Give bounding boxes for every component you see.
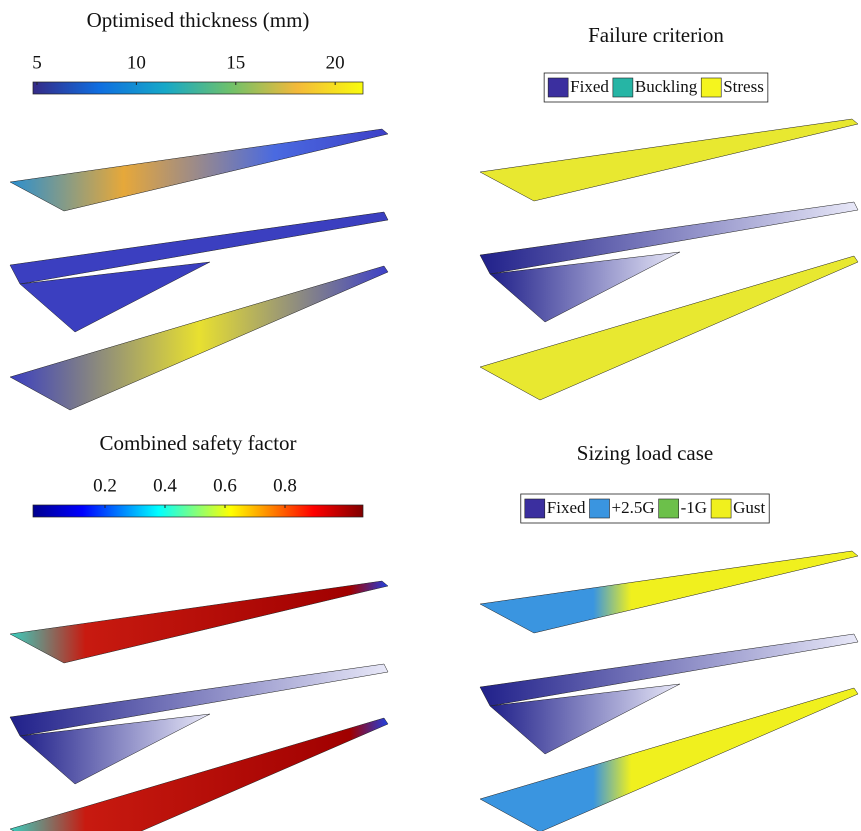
colorbar-tick-label: 20: [326, 52, 345, 73]
legend-label: Buckling: [635, 77, 698, 96]
legend-label: -1G: [681, 498, 707, 517]
legend: Fixed +2.5G -1G Gust: [520, 493, 770, 524]
legend-label: Fixed: [570, 77, 609, 96]
legend-swatch: [710, 498, 732, 519]
colorbar-tick-label: 10: [127, 52, 146, 73]
panel-title: Optimised thickness (mm): [87, 8, 310, 32]
legend-swatch: [547, 77, 569, 98]
wings: [9, 118, 859, 831]
panel-title: Sizing load case: [577, 441, 713, 465]
colorbar: [32, 81, 364, 95]
legend-label: Fixed: [547, 498, 586, 517]
legend-swatch: [700, 77, 722, 98]
panel-title: Failure criterion: [588, 23, 724, 47]
colorbar-tick-label: 0.6: [213, 475, 237, 496]
colorbar-tick-label: 0.2: [93, 475, 117, 496]
colorbar-tick-label: 0.4: [153, 475, 177, 496]
legend: Fixed Buckling Stress: [543, 72, 769, 103]
legend-swatch: [589, 498, 610, 519]
colorbar-tick-label: 15: [226, 52, 245, 73]
legend-label: +2.5G: [612, 498, 655, 517]
legend-swatch: [658, 498, 679, 519]
legend-swatch: [524, 498, 546, 519]
legend-box: [543, 72, 769, 103]
legend-swatch: [612, 77, 634, 98]
colorbar: [32, 504, 364, 518]
colorbar-tick-label: 0.8: [273, 475, 297, 496]
legend-label: Gust: [733, 498, 765, 517]
panel-title: Combined safety factor: [99, 431, 296, 455]
legend-label: Stress: [723, 77, 764, 96]
colorbar-tick-label: 5: [32, 52, 42, 73]
